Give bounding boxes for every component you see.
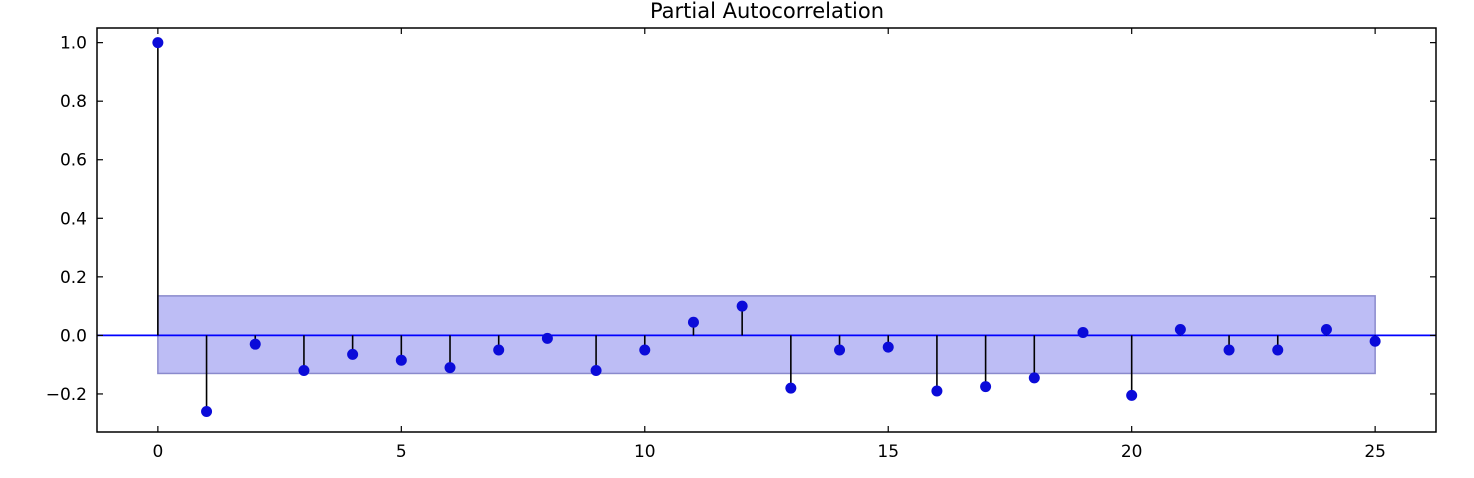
- data-point-lag-9: [590, 365, 602, 377]
- x-tick-label: 0: [152, 442, 163, 462]
- data-point-lag-0: [152, 37, 164, 49]
- data-point-lag-1: [201, 406, 213, 418]
- data-point-lag-14: [834, 344, 846, 356]
- y-tick-label: 1.0: [60, 34, 87, 54]
- data-point-lag-12: [736, 300, 748, 312]
- data-point-lag-20: [1126, 389, 1138, 401]
- y-tick-label: 0.0: [60, 326, 87, 346]
- data-point-lag-2: [249, 338, 261, 350]
- y-tick-label: −0.2: [46, 385, 87, 405]
- y-tick-label: 0.8: [60, 92, 87, 112]
- data-point-lag-22: [1223, 344, 1235, 356]
- x-tick-label: 20: [1121, 442, 1143, 462]
- x-tick-label: 5: [396, 442, 407, 462]
- x-tick-label: 25: [1364, 442, 1386, 462]
- y-tick-label: 0.6: [60, 151, 87, 171]
- data-point-lag-25: [1369, 335, 1381, 347]
- data-point-lag-21: [1174, 324, 1186, 336]
- y-tick-label: 0.2: [60, 268, 87, 288]
- data-point-lag-17: [980, 381, 992, 393]
- x-tick-label: 15: [877, 442, 899, 462]
- data-point-lag-4: [347, 348, 359, 360]
- data-point-lag-24: [1320, 324, 1332, 336]
- data-point-lag-18: [1028, 372, 1040, 384]
- y-tick-label: 0.4: [60, 209, 87, 229]
- data-point-lag-5: [395, 354, 407, 366]
- data-point-lag-8: [541, 332, 553, 344]
- data-point-lag-3: [298, 365, 310, 377]
- data-point-lag-15: [882, 341, 894, 353]
- plot-frame: [96, 27, 1437, 433]
- data-point-lag-23: [1272, 344, 1284, 356]
- data-point-lag-6: [444, 362, 456, 374]
- data-point-lag-10: [639, 344, 651, 356]
- data-point-lag-19: [1077, 326, 1089, 338]
- data-point-lag-13: [785, 382, 797, 394]
- x-tick-label: 10: [634, 442, 656, 462]
- data-point-lag-7: [493, 344, 505, 356]
- chart-title: Partial Autocorrelation: [650, 0, 884, 23]
- data-point-lag-16: [931, 385, 943, 397]
- data-point-lag-11: [687, 316, 699, 328]
